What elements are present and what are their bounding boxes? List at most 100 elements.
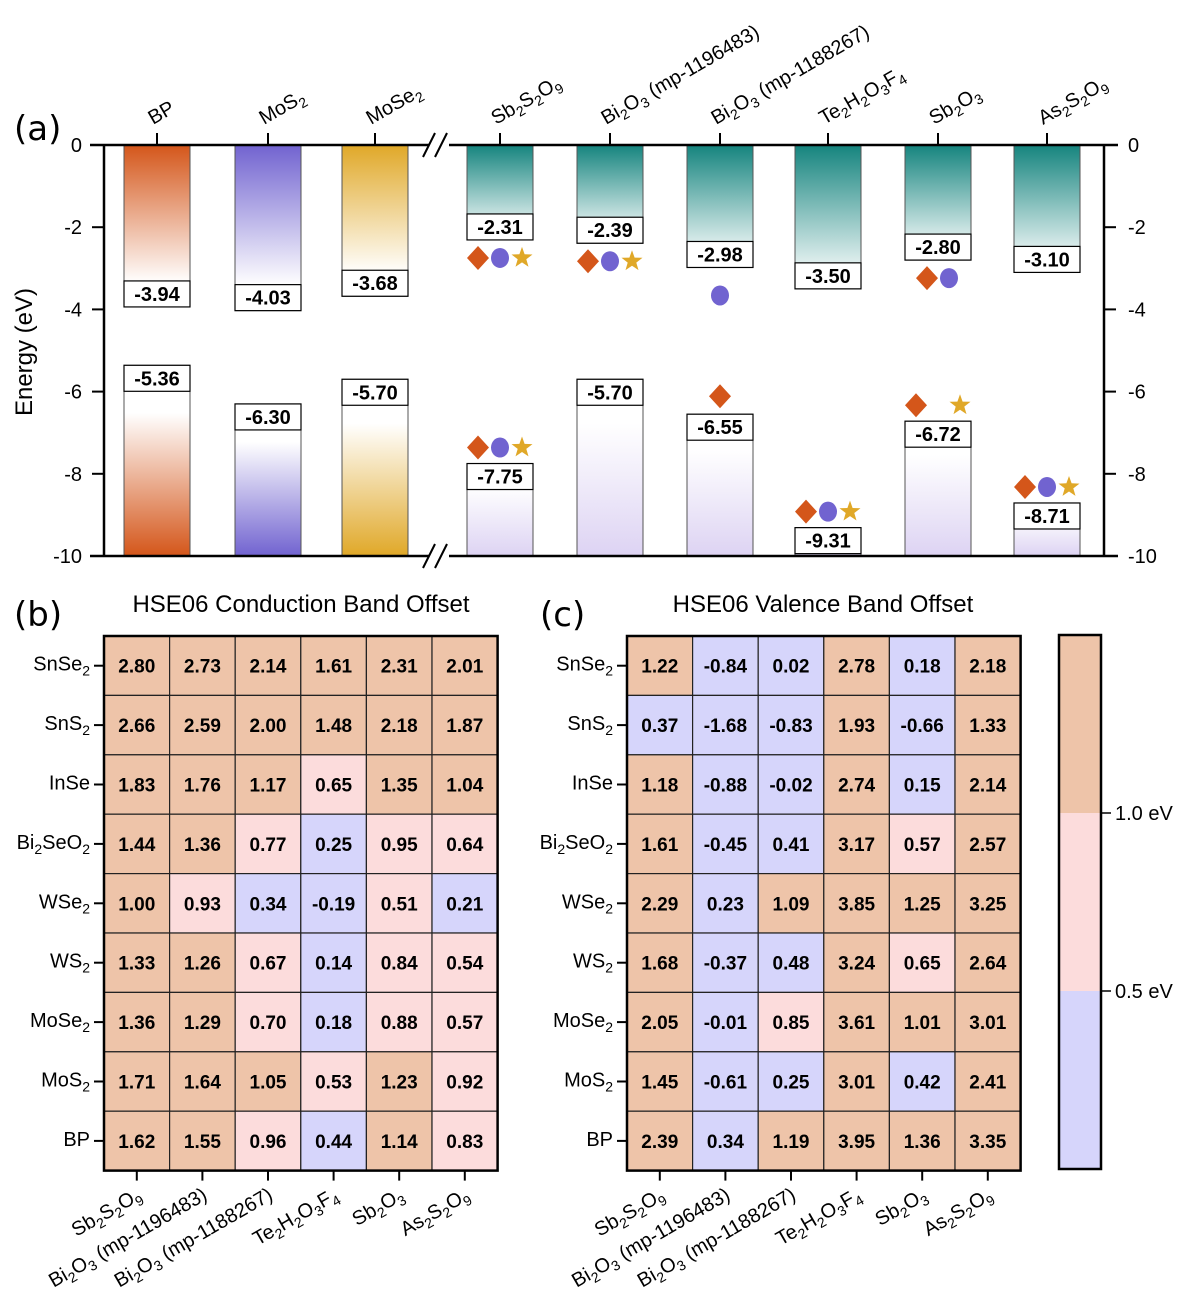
circle-marker-icon xyxy=(819,501,837,522)
heatmap-cell-value: 0.67 xyxy=(250,954,287,975)
category-label: As2S2O9 xyxy=(1035,72,1113,132)
heatmap-cell xyxy=(691,754,759,815)
heatmap-cell-value: -0.83 xyxy=(769,716,812,737)
heatmap-cell xyxy=(888,1110,956,1172)
heatmap-cell xyxy=(691,1051,759,1112)
heatmap-cell xyxy=(431,872,499,934)
heatmap-cell-value: 1.83 xyxy=(118,776,155,797)
heatmap-cell xyxy=(954,694,1022,756)
heatmap-cell-value: -0.88 xyxy=(704,776,747,797)
circle-marker-icon xyxy=(491,247,509,268)
cbm-label-box xyxy=(904,233,972,261)
heatmap-cell-value: 1.01 xyxy=(904,1013,941,1034)
heatmap-cell-value: 1.33 xyxy=(118,954,155,975)
diamond-marker-icon xyxy=(709,384,731,409)
heatmap-cell-value: 2.05 xyxy=(641,1013,678,1034)
heatmap-cell-value: 0.44 xyxy=(315,1132,352,1153)
heatmap-cell xyxy=(823,872,890,934)
cbm-value-label: -4.03 xyxy=(245,288,291,310)
circle-marker-icon xyxy=(1038,476,1056,497)
heatmap-cell-value: 2.59 xyxy=(184,716,221,737)
heatmap-cell-value: 2.57 xyxy=(969,835,1006,856)
category-label: BP xyxy=(145,97,179,129)
heatmap-cell xyxy=(431,694,499,756)
heatmap-cell-value: 0.34 xyxy=(707,1132,744,1153)
heatmap-cell-value: 2.01 xyxy=(446,657,483,678)
valence-bar xyxy=(576,378,644,557)
heatmap-cell-value: 0.77 xyxy=(250,835,287,856)
diamond-marker-icon xyxy=(577,249,599,274)
colorbar-segment xyxy=(1059,813,1101,991)
heatmap-cell-value: 2.64 xyxy=(969,954,1006,975)
heatmap-cell-value: 0.51 xyxy=(381,894,418,915)
y-axis-label: Energy (eV) xyxy=(11,288,38,416)
heatmap-cell-value: 3.17 xyxy=(838,835,875,856)
y-tick-label-right: -6 xyxy=(1128,382,1146,404)
heatmap-cell-value: 1.76 xyxy=(184,776,221,797)
heatmap-cell-value: -0.61 xyxy=(704,1073,748,1094)
heatmap-cell-value: 2.39 xyxy=(641,1132,678,1153)
heatmap-cell-value: 0.64 xyxy=(446,835,483,856)
heatmap-cell-value: 0.54 xyxy=(446,954,483,975)
diamond-marker-icon xyxy=(467,435,489,460)
row-label: MoSe2 xyxy=(553,1010,613,1035)
panel-label-b: (b) xyxy=(14,595,62,635)
row-label: BP xyxy=(63,1129,90,1151)
heatmap-cell-value: -0.37 xyxy=(704,954,747,975)
heatmap-cell-value: 0.84 xyxy=(381,954,418,975)
heatmap-cell-value: 2.78 xyxy=(838,657,875,678)
row-label: InSe xyxy=(49,773,90,795)
heatmap-cell xyxy=(234,754,302,815)
heatmap-cell-value: 2.29 xyxy=(641,894,678,915)
heatmap-cell-value: 0.88 xyxy=(381,1013,418,1034)
heatmap-cell-value: 0.18 xyxy=(315,1013,352,1034)
heatmap-cell xyxy=(431,635,499,697)
heatmap-cell-value: 0.65 xyxy=(904,954,941,975)
axis-break-mark xyxy=(422,132,436,158)
vbm-value-label: -8.71 xyxy=(1024,506,1070,528)
cbm-value-label: -3.10 xyxy=(1024,249,1070,271)
colorbar-tick-label: 1.0 eV xyxy=(1115,803,1173,825)
row-label: MoS2 xyxy=(41,1070,90,1095)
star-marker-icon xyxy=(511,436,533,457)
heatmap-cell-value: 3.61 xyxy=(838,1013,875,1034)
heatmap-cell-value: 3.25 xyxy=(969,894,1006,915)
heatmap-cell-value: 3.95 xyxy=(838,1132,875,1153)
heatmap-cell-value: 0.15 xyxy=(904,776,941,797)
diamond-marker-icon xyxy=(795,499,817,524)
heatmap-cell xyxy=(888,932,956,994)
heatmap-cell-value: -0.66 xyxy=(901,716,944,737)
heatmap-cell xyxy=(757,991,825,1053)
y-tick-label-left: -6 xyxy=(64,382,82,404)
heatmap-cell-value: 2.41 xyxy=(969,1073,1006,1094)
heatmap-cell-value: 2.14 xyxy=(250,657,287,678)
diamond-marker-icon xyxy=(916,266,938,291)
heatmap-cell-value: 1.48 xyxy=(315,716,352,737)
heatmap-cell-value: -0.01 xyxy=(704,1013,748,1034)
heatmap-cell-value: 1.87 xyxy=(446,716,483,737)
heatmap-cell xyxy=(626,872,694,934)
heatmap-title-vbo: HSE06 Valence Band Offset xyxy=(673,591,974,618)
heatmap-cell xyxy=(823,813,890,875)
heatmap-cell-value: 1.00 xyxy=(118,894,155,915)
heatmap-cell-value: 1.44 xyxy=(118,835,155,856)
y-tick-label-right: -2 xyxy=(1128,217,1146,239)
heatmap-cell-value: 1.18 xyxy=(641,776,678,797)
heatmap-cell-value: -1.68 xyxy=(704,716,747,737)
vbm-value-label: -7.75 xyxy=(477,467,523,489)
heatmap-cell-value: 2.00 xyxy=(250,716,287,737)
heatmap-cell-value: 1.19 xyxy=(773,1132,810,1153)
heatmap-title-cbo: HSE06 Conduction Band Offset xyxy=(132,591,469,618)
heatmap-cell-value: 1.17 xyxy=(250,776,287,797)
heatmap-cell-value: 1.68 xyxy=(641,954,678,975)
colorbar: 1.0 eV 0.5 eV xyxy=(1057,633,1173,1171)
heatmap-cell-value: 0.92 xyxy=(446,1073,483,1094)
heatmap-cell xyxy=(823,694,890,756)
y-tick-label-left: -2 xyxy=(64,217,82,239)
diamond-marker-icon xyxy=(467,245,489,270)
heatmap-cell-value: 1.93 xyxy=(838,716,875,737)
heatmap-cell xyxy=(691,635,759,697)
heatmap-cell xyxy=(300,754,367,815)
category-label: MoSe2 xyxy=(363,80,428,132)
vbm-value-label: -5.36 xyxy=(134,368,180,390)
